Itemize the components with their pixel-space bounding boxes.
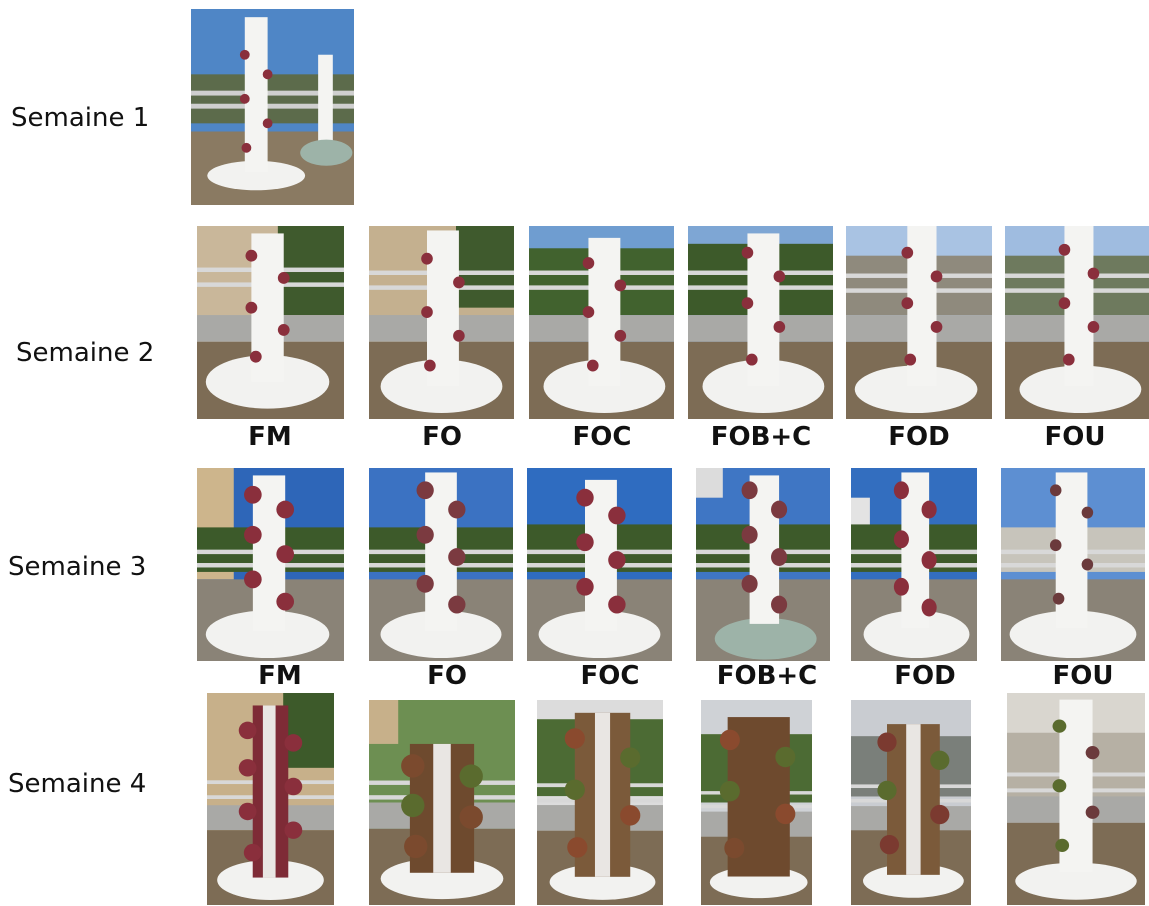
week-3-photo-FOC: [527, 468, 672, 661]
week-3-caption-FOC: FOC: [580, 661, 640, 691]
week-2-photo-FOB+C: [688, 226, 833, 419]
week-3-caption-FO: FO: [427, 661, 467, 691]
week-4-photo-FOD: [851, 700, 971, 905]
week-2-caption-FO: FO: [422, 422, 462, 452]
week-2-photo-FM: [197, 226, 344, 419]
week-3-photo-FO: [369, 468, 513, 661]
week-4-photo-FOB+C: [701, 700, 812, 905]
week-2-photo-FO: [369, 226, 514, 419]
week-2-caption-FOU: FOU: [1044, 422, 1106, 452]
week-2-caption-FM: FM: [248, 422, 292, 452]
week-4-photo-FM: [207, 693, 334, 905]
week-2-caption-FOC: FOC: [572, 422, 632, 452]
week-2-photo-FOC: [529, 226, 674, 419]
week-2-label: Semaine 2: [16, 338, 155, 368]
week-3-caption-FM: FM: [258, 661, 302, 691]
week-4-photo-FO: [369, 700, 515, 905]
week-3-caption-FOU: FOU: [1052, 661, 1114, 691]
week-3-label: Semaine 3: [8, 552, 147, 582]
week-3-photo-FOB+C: [696, 468, 830, 661]
week-1-photo: [191, 9, 354, 205]
week-4-label: Semaine 4: [8, 769, 147, 799]
week-3-photo-FOD: [851, 468, 977, 661]
week-2-caption-FOD: FOD: [888, 422, 950, 452]
week-4-photo-FOC: [537, 700, 663, 905]
week-2-photo-FOD: [846, 226, 992, 419]
week-2-caption-FOB+C: FOB+C: [710, 422, 812, 452]
week-3-photo-FM: [197, 468, 344, 661]
week-2-photo-FOU: [1005, 226, 1149, 419]
week-3-photo-FOU: [1001, 468, 1145, 661]
week-3-caption-FOD: FOD: [894, 661, 956, 691]
week-1-label: Semaine 1: [11, 103, 150, 133]
week-4-photo-FOU: [1007, 693, 1145, 905]
week-3-caption-FOB+C: FOB+C: [716, 661, 818, 691]
